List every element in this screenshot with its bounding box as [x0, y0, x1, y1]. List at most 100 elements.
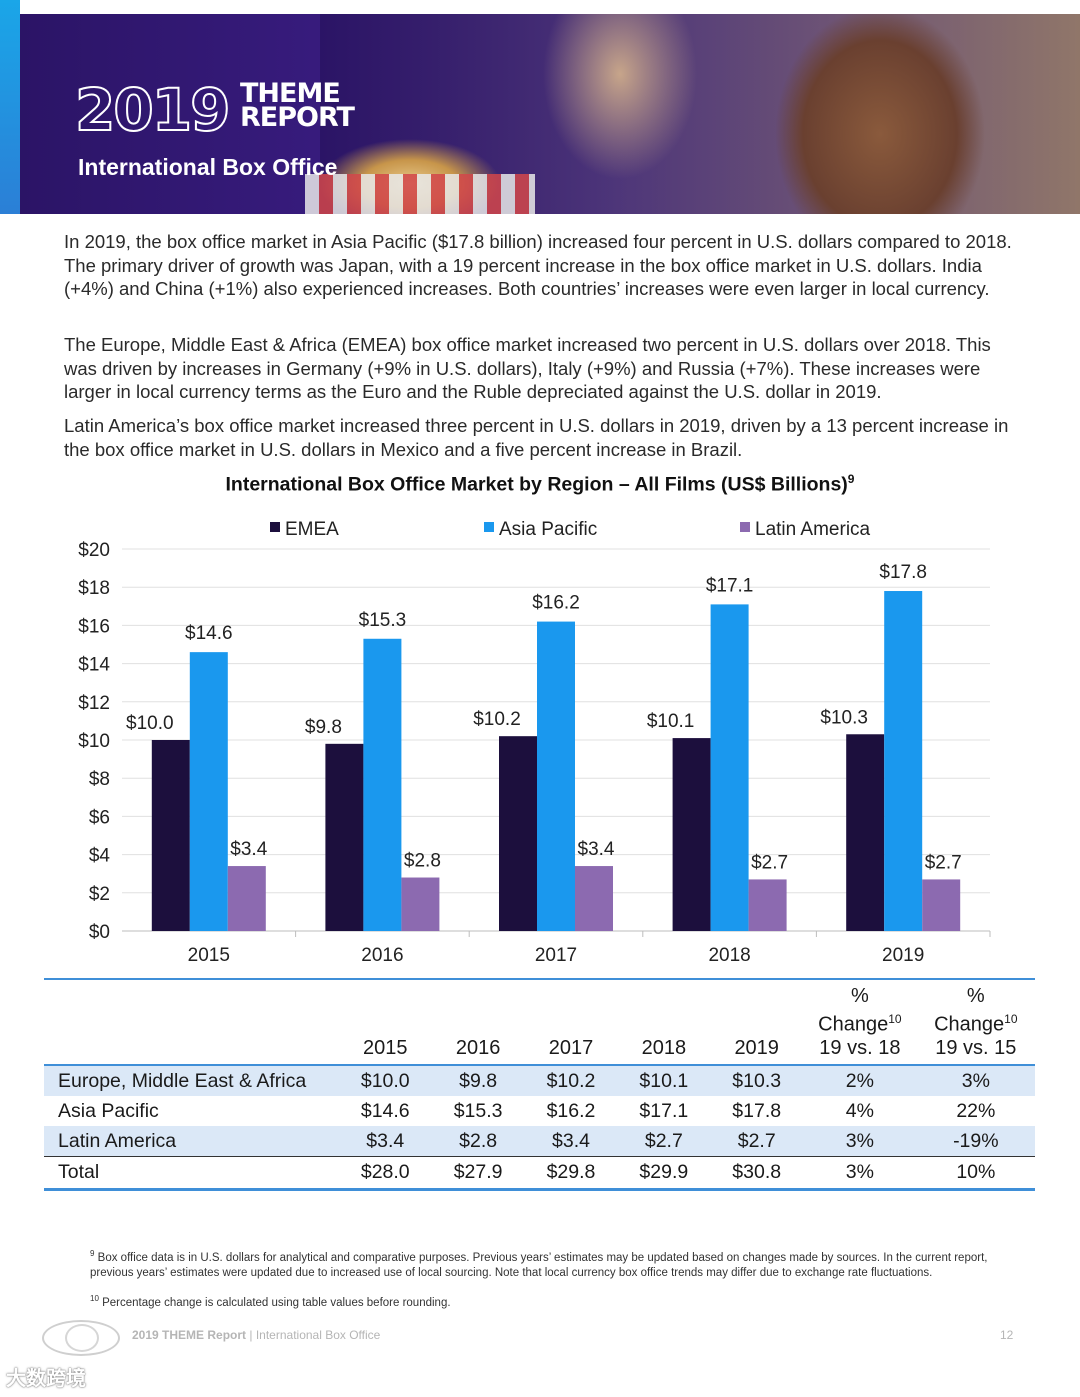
table-cell: $3.4 [338, 1126, 432, 1157]
table-row-total: Total $28.0 $27.9 $29.8 $29.9 $30.8 3% 1… [44, 1156, 1035, 1191]
x-tick-label: 2015 [188, 945, 230, 966]
data-label: $10.1 [647, 711, 695, 732]
table-cell: 3% [803, 1156, 917, 1191]
y-tick-label: $10 [78, 731, 110, 752]
bar-latin-america [575, 866, 613, 931]
bar-latin-america [922, 879, 961, 931]
paragraph-asia-pacific: In 2019, the box office market in Asia P… [64, 231, 1012, 299]
footnote-number: 9 [90, 1249, 95, 1258]
legend-label: EMEA [285, 519, 339, 540]
table-row-latin-america: Latin America $3.4 $2.8 $3.4 $2.7 $2.7 3… [44, 1126, 1035, 1157]
header-change-word: Change10 [803, 1008, 917, 1037]
table-cell: $30.8 [710, 1156, 804, 1191]
data-table: 2015 2016 2017 2018 2019 % Change10 19 v… [44, 978, 1035, 1191]
report-year: 2019 [74, 75, 231, 145]
data-label: $2.8 [404, 851, 441, 872]
table-cell: 3% [916, 1065, 1035, 1096]
table-header-2016: 2016 [455, 1037, 501, 1059]
table-cell: $27.9 [431, 1156, 525, 1191]
table-cell: $14.6 [360, 1099, 410, 1122]
footnote-number: 10 [90, 1294, 99, 1303]
bar-latin-america [227, 866, 266, 931]
y-tick-label: $8 [89, 769, 110, 790]
data-label: $10.0 [126, 713, 174, 734]
page-footer: 2019 THEME Report | International Box Of… [0, 1320, 1080, 1356]
y-tick-label: $12 [78, 693, 110, 714]
y-tick-label: $2 [89, 884, 110, 905]
bar-emea [846, 734, 885, 931]
table-cell: 2% [803, 1065, 917, 1096]
bar-asia-pacific [537, 621, 575, 931]
table-header-2018: 2018 [641, 1037, 687, 1059]
bar-chart: $0 $2 $4 $6 $8 $10 $12 $14 $16 $18 $20 $10.0 $14.6 $3… [78, 519, 991, 966]
table-cell: $29.9 [617, 1156, 711, 1191]
data-label: $10.2 [473, 709, 521, 730]
table-header-2015: 2015 [363, 1037, 408, 1059]
y-tick-label: $4 [89, 846, 111, 867]
table-header-change-19v15: % Change10 19 vs. 15 [917, 979, 1035, 1065]
table-header-2017: 2017 [548, 1037, 594, 1059]
y-tick-label: $14 [78, 655, 110, 676]
table-cell: $3.4 [524, 1126, 618, 1157]
header-period: 19 vs. 15 [935, 1037, 1017, 1059]
table-cell: $9.8 [431, 1065, 525, 1096]
bar-asia-pacific [363, 638, 402, 931]
row-label: Asia Pacific [58, 1099, 159, 1122]
report-title-line1: THEME [240, 78, 341, 109]
table-cell: $2.8 [431, 1126, 525, 1157]
bar-latin-america [748, 879, 787, 931]
header-pct-sign: % [850, 985, 869, 1008]
bar-asia-pacific [884, 591, 923, 931]
chart-title: International Box Office Market by Regio… [0, 472, 1080, 497]
data-label: $3.4 [230, 839, 267, 860]
y-tick-label: $16 [78, 616, 110, 637]
banner-accent-bar [0, 0, 20, 214]
legend-label: Latin America [755, 519, 871, 540]
table-row-asia-pacific: Asia Pacific $14.6 $15.3 $16.2 $17.1 $17… [44, 1096, 1035, 1126]
section-title: International Box Office [78, 154, 338, 180]
data-label: $9.8 [305, 717, 342, 738]
y-tick-label: $18 [78, 578, 110, 599]
table-cell: 4% [845, 1099, 874, 1122]
y-tick-label: $6 [89, 807, 110, 828]
table-header-change-19v18: % Change10 19 vs. 18 [803, 979, 917, 1065]
footer-text: 2019 THEME Report | International Box Of… [132, 1328, 380, 1342]
bar-asia-pacific [189, 652, 228, 931]
header-change-text: Change [818, 1014, 889, 1036]
data-label: $16.2 [532, 593, 580, 614]
table-row-emea: Europe, Middle East & Africa $10.0 $9.8 … [44, 1065, 1035, 1096]
data-label: $2.7 [925, 852, 962, 873]
legend-swatch [740, 522, 750, 532]
y-tick-label: $0 [89, 922, 110, 943]
header-footnote-ref: 10 [1004, 1012, 1018, 1027]
bar-emea [499, 736, 537, 931]
footnote-9: 9 Box office data is in U.S. dollars for… [90, 1246, 990, 1281]
header-change-text: Change [934, 1014, 1005, 1036]
table-cell: 10% [916, 1156, 1035, 1191]
footnote-10: 10 Percentage change is calculated using… [90, 1291, 990, 1311]
paragraph-latin-america: Latin America’s box office market increa… [64, 415, 1009, 460]
footer-report-name: 2019 THEME Report [132, 1328, 247, 1342]
report-title: THEME REPORT [240, 78, 355, 131]
data-label: $3.4 [578, 839, 615, 860]
bar-latin-america [401, 877, 440, 931]
x-tick-label: 2016 [361, 945, 403, 966]
chart-title-footnote-ref: 9 [847, 472, 855, 486]
mpa-logo-inner-icon [65, 1324, 99, 1352]
footnote-text: Box office data is in U.S. dollars for a… [90, 1251, 988, 1279]
y-tick-label: $20 [78, 540, 110, 561]
table-cell: $16.2 [546, 1099, 596, 1122]
header-footnote-ref: 10 [888, 1012, 902, 1027]
watermark: 大数跨境 [6, 1368, 86, 1390]
table-cell: 3% [803, 1126, 917, 1157]
popcorn-bucket-image [305, 174, 535, 214]
legend-swatch [270, 522, 280, 532]
data-label: $17.8 [879, 562, 927, 583]
header-banner: 2019 THEME REPORT International Box Offi… [20, 14, 1080, 214]
page-number: 12 [1000, 1328, 1014, 1342]
row-label: Europe, Middle East & Africa [44, 1065, 339, 1096]
table-cell: 22% [956, 1099, 996, 1122]
bar-asia-pacific [710, 604, 749, 931]
table-cell: $29.8 [524, 1156, 618, 1191]
table-cell: $10.3 [710, 1065, 804, 1096]
